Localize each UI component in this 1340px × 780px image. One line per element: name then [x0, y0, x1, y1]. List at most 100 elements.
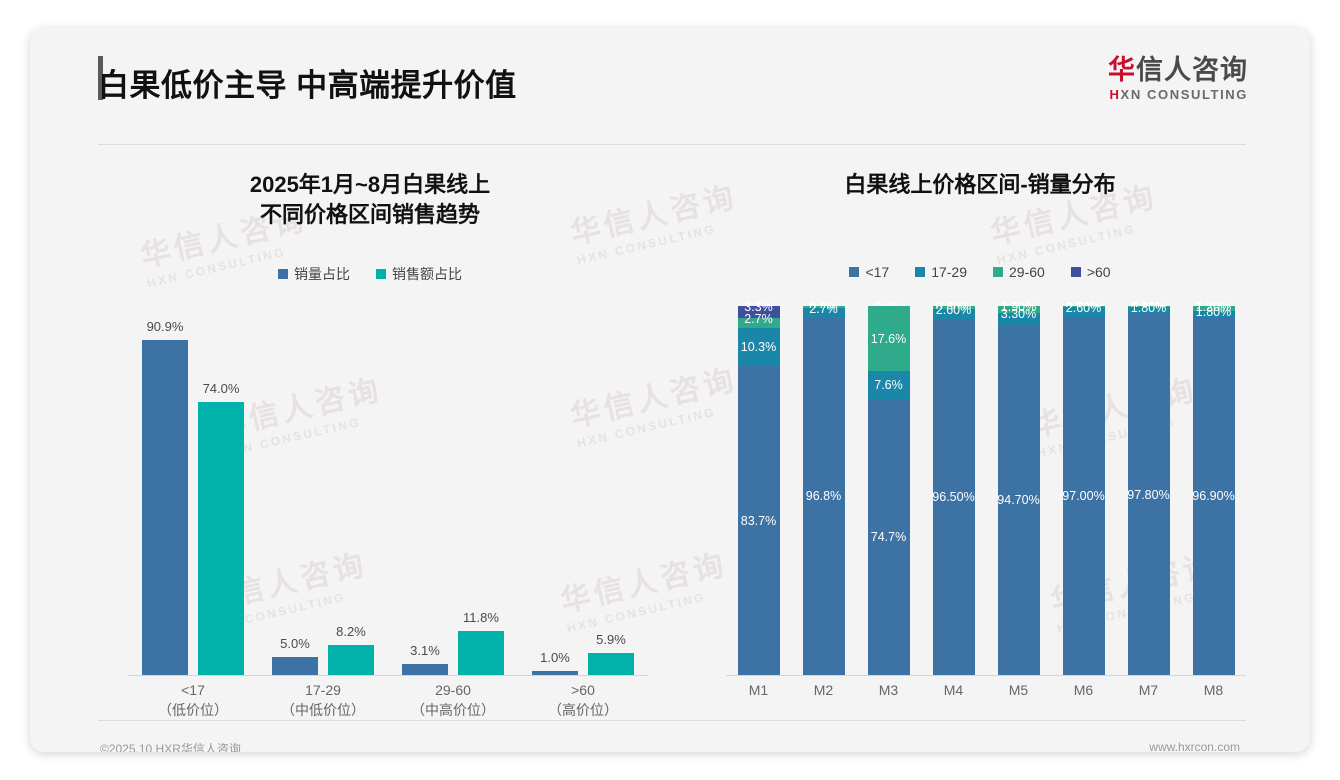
stack-segment-label: 96.90% — [1192, 489, 1235, 504]
bar-column: 5.0% — [272, 306, 318, 675]
stacked-bar-column: 0.10%0.30%1.80%97.80% — [1116, 300, 1181, 675]
right-chart-title: 白果线上价格区间-销量分布 — [680, 170, 1280, 200]
bar[interactable] — [272, 656, 318, 675]
stack-segment[interactable]: 96.50% — [932, 318, 975, 675]
legend-swatch-icon — [993, 267, 1003, 277]
right-chart-title-line1: 白果线上价格区间-销量分布 — [844, 172, 1116, 197]
bar[interactable] — [532, 671, 578, 675]
left-chart-x-labels: <17 （低价位） 17-29 （中低价位） 29-60 （中高价位） >60 （高价位） — [128, 680, 648, 721]
x-tick-label: M8 — [1203, 682, 1224, 698]
legend-label: 17-29 — [931, 264, 967, 280]
right-legend-item-3[interactable]: >60 — [1070, 264, 1111, 280]
x-tick-label: M5 — [1008, 682, 1029, 698]
stack-segment[interactable]: 17.6% — [867, 306, 910, 372]
legend-swatch-icon — [1070, 267, 1081, 277]
stack-segment[interactable]: 10.3% — [737, 328, 780, 367]
stack-segment[interactable]: 2.7% — [737, 312, 780, 329]
stack-segment[interactable]: 7.6% — [867, 371, 910, 400]
bar[interactable] — [198, 401, 244, 675]
stacked-bar-column: 0.1%0.4%2.7%96.8% — [791, 300, 856, 675]
logo: 华信人咨询 HXN CONSULTING — [1108, 55, 1248, 103]
stacked-bar[interactable]: 0.10%1.20%1.80%96.90% — [1192, 300, 1235, 675]
stack-segment[interactable]: 96.90% — [1192, 317, 1235, 675]
stack-segment[interactable]: 83.7% — [737, 366, 780, 675]
stacked-bar[interactable]: 0.10%0.30%2.60%97.00% — [1062, 300, 1105, 675]
stack-segment-label: 97.80% — [1127, 487, 1170, 502]
legend-swatch-icon — [278, 269, 288, 279]
stack-segment[interactable]: 3.3% — [737, 300, 780, 319]
legend-label: >60 — [1086, 264, 1111, 280]
left-chart-title-line1: 2025年1月~8月白果线上 — [249, 172, 491, 197]
bar[interactable] — [588, 653, 634, 675]
bar-value-label: 74.0% — [202, 380, 240, 396]
left-chart-panel: 2025年1月~8月白果线上 不同价格区间销售趋势 销量占比 销售额占比 90.9… — [70, 148, 670, 718]
right-chart-legend: <17 17-29 29-60 >60 — [680, 264, 1280, 280]
bar[interactable] — [328, 644, 374, 675]
left-legend-item-1[interactable]: 销售额占比 — [376, 264, 462, 284]
slide: 白果低价主导 中高端提升价值 华信人咨询 HXN CONSULTING 华信人咨… — [30, 28, 1310, 752]
stacked-bar-column: 0.10%1.20%1.80%96.90% — [1181, 300, 1246, 675]
right-legend-item-2[interactable]: 29-60 — [993, 264, 1045, 280]
x-tick-label: M1 — [748, 682, 769, 698]
left-chart-plot: 90.9% 74.0% 5.0% 8.2% 3.1% 11.8% 1.0% 5.9% — [128, 306, 648, 676]
stack-segment-label: 7.6% — [874, 378, 903, 393]
stacked-bar[interactable]: 0.1%0.4%2.7%96.8% — [802, 300, 845, 675]
bar-value-label: 8.2% — [336, 623, 366, 639]
title-accent-bar — [98, 56, 103, 100]
logo-english-red: H — [1109, 87, 1121, 103]
right-legend-item-0[interactable]: <17 — [849, 264, 889, 280]
page-title: 白果低价主导 中高端提升价值 — [98, 68, 517, 103]
bar[interactable] — [458, 631, 504, 675]
bar-column: 5.9% — [588, 306, 634, 675]
stack-segment[interactable]: 74.7% — [867, 399, 910, 675]
stacked-bar-column: 0.0%17.6%7.6%74.7% — [856, 300, 921, 675]
x-tick-label: M2 — [813, 682, 834, 698]
stack-segment[interactable]: 2.60% — [932, 303, 975, 319]
stack-segment-label: 96.8% — [805, 489, 842, 504]
bar-column: 1.0% — [532, 306, 578, 675]
bar-group: 1.0% 5.9% — [518, 306, 648, 675]
left-legend-item-0[interactable]: 销量占比 — [278, 264, 350, 284]
stacked-bar-column: 3.3% 2.7% 10.3% 83.7% — [726, 300, 791, 675]
stack-segment[interactable]: 2.7% — [802, 302, 845, 318]
legend-label: <17 — [865, 264, 890, 280]
stack-segment[interactable]: 97.80% — [1127, 314, 1170, 675]
stacked-bar[interactable]: 3.3% 2.7% 10.3% 83.7% — [737, 300, 780, 675]
legend-swatch-icon — [915, 267, 926, 277]
stack-segment-label: 2.60% — [935, 303, 972, 318]
stack-segment-label: 1.80% — [1195, 304, 1232, 319]
stack-segment[interactable]: 3.30% — [997, 307, 1040, 326]
x-tick-main: 29-60 — [435, 682, 471, 698]
bar[interactable] — [142, 339, 188, 675]
x-tick-label: M7 — [1138, 682, 1159, 698]
stacked-bar[interactable]: 0.0%17.6%7.6%74.7% — [867, 300, 910, 675]
footer-divider — [98, 720, 1246, 721]
left-chart-title-line2: 不同价格区间销售趋势 — [259, 201, 480, 227]
stack-segment[interactable]: 96.8% — [802, 317, 845, 675]
x-tick-label: >60 （高价位） — [518, 680, 648, 721]
bar-column: 3.1% — [402, 306, 448, 675]
logo-chinese-red: 华 — [1108, 55, 1136, 85]
stacked-bar[interactable]: 0.10%0.80%2.60%96.50% — [932, 300, 975, 675]
stack-segment-label: 2.7% — [744, 312, 773, 327]
stack-segment[interactable]: 97.00% — [1062, 317, 1105, 675]
stack-segment[interactable]: 1.80% — [1192, 305, 1235, 319]
stacked-bar-column: 0.10%0.30%2.60%97.00% — [1051, 300, 1116, 675]
right-legend-item-1[interactable]: 17-29 — [915, 264, 967, 280]
logo-english: HXN CONSULTING — [1108, 87, 1248, 102]
stacked-bar[interactable]: 0.10%0.30%1.80%97.80% — [1127, 300, 1170, 675]
stack-segment[interactable]: 2.60% — [1062, 301, 1105, 318]
stacked-bar[interactable]: 0.10%1.90%3.30%94.70% — [997, 300, 1040, 675]
bar[interactable] — [402, 663, 448, 675]
right-chart-panel: 白果线上价格区间-销量分布 <17 17-29 29-60 >60 3.3% 2.7% 1… — [680, 148, 1280, 708]
stack-segment-label: 97.00% — [1062, 489, 1105, 504]
stack-segment-label: 10.3% — [740, 340, 777, 355]
bar-value-label: 1.0% — [540, 650, 570, 666]
stack-segment[interactable]: 94.70% — [997, 325, 1040, 675]
footer-website: www.hxrcon.com — [1149, 740, 1240, 752]
legend-swatch-icon — [376, 269, 386, 279]
stack-segment[interactable]: 1.90% — [997, 300, 1040, 314]
bar-value-label: 11.8% — [463, 610, 499, 626]
bar-value-label: 90.9% — [146, 318, 184, 334]
stack-segment[interactable]: 1.80% — [1127, 301, 1170, 315]
